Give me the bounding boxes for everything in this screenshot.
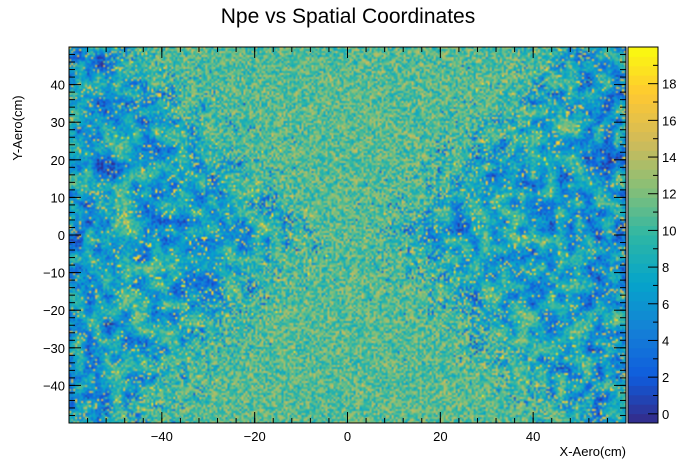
- z-tick-label: 2: [662, 370, 669, 385]
- colorbar-band: [628, 263, 658, 274]
- z-tick-label: 6: [662, 297, 669, 312]
- colorbar-band: [628, 329, 658, 339]
- colorbar-band: [628, 394, 658, 405]
- colorbar-band: [628, 75, 658, 86]
- colorbar-band: [628, 56, 658, 67]
- colorbar-band: [628, 169, 658, 180]
- z-tick-label: 10: [662, 223, 676, 238]
- y-tick-label: −40: [43, 378, 65, 393]
- y-tick-label: −20: [43, 303, 65, 318]
- colorbar-band: [628, 178, 658, 189]
- colorbar-band: [628, 112, 658, 123]
- colorbar-band: [628, 94, 658, 104]
- colorbar-band: [628, 338, 658, 349]
- y-tick-label: −30: [43, 341, 65, 356]
- colorbar-band: [628, 235, 658, 245]
- z-tick-label: 12: [662, 187, 676, 202]
- colorbar-band: [628, 122, 658, 133]
- y-tick-label: 0: [58, 228, 65, 243]
- colorbar-band: [628, 291, 658, 302]
- colorbar-band: [628, 206, 658, 217]
- x-tick-label: −40: [151, 429, 173, 444]
- y-tick-label: 30: [51, 115, 65, 130]
- colorbar-band: [628, 272, 658, 283]
- y-axis: −40 −30 −20 −10 0 10 20 30 40: [43, 46, 626, 416]
- z-tick-label: 16: [662, 113, 676, 128]
- colorbar: 0 2 4 6 8 10 12 14 16 18: [627, 46, 676, 424]
- z-tick-label: 0: [662, 407, 669, 422]
- colorbar-band: [628, 357, 658, 368]
- colorbar-band: [628, 347, 658, 358]
- y-axis-title: Y-Aero(cm): [10, 95, 25, 160]
- y-tick-label: 20: [51, 153, 65, 168]
- colorbar-band: [628, 282, 658, 292]
- colorbar-band: [628, 310, 658, 321]
- colorbar-band: [628, 131, 658, 142]
- colorbar-band: [628, 159, 658, 170]
- colorbar-band: [628, 103, 658, 114]
- colorbar-band: [628, 404, 658, 415]
- y-tick-label: −10: [43, 266, 65, 281]
- y-tick-label: 10: [51, 190, 65, 205]
- colorbar-frame: [627, 46, 659, 424]
- colorbar-band: [628, 47, 658, 57]
- colorbar-band: [628, 385, 658, 396]
- z-tick-label: 18: [662, 77, 676, 92]
- x-tick-label: 20: [433, 429, 447, 444]
- plot-area: [68, 46, 627, 424]
- colorbar-band: [628, 197, 658, 208]
- colorbar-ticks: 0 2 4 6 8 10 12 14 16 18: [648, 64, 676, 422]
- x-axis: −40 −20 0 20 40: [68, 47, 627, 444]
- colorbar-band: [628, 216, 658, 227]
- x-tick-label: −20: [244, 429, 266, 444]
- x-axis-title: X-Aero(cm): [560, 444, 626, 459]
- colorbar-band: [628, 366, 658, 377]
- colorbar-band: [628, 188, 658, 198]
- colorbar-band: [628, 319, 658, 330]
- colorbar-band: [628, 253, 658, 264]
- colorbar-band: [628, 141, 658, 151]
- colorbar-band: [628, 150, 658, 161]
- chart-title: Npe vs Spatial Coordinates: [221, 5, 475, 28]
- colorbar-band: [628, 84, 658, 95]
- x-tick-label: 40: [526, 429, 540, 444]
- y-tick-label: 40: [51, 78, 65, 93]
- z-tick-label: 8: [662, 260, 669, 275]
- colorbar-band: [628, 225, 658, 236]
- z-tick-label: 4: [662, 333, 669, 348]
- colorbar-band: [628, 413, 658, 424]
- x-tick-label: 0: [344, 429, 351, 444]
- colorbar-band: [628, 300, 658, 311]
- colorbar-band: [628, 65, 658, 76]
- colorbar-band: [628, 244, 658, 255]
- z-tick-label: 14: [662, 150, 676, 165]
- colorbar-bands: [628, 47, 658, 424]
- colorbar-band: [628, 376, 658, 386]
- heatmap-image: [69, 47, 626, 423]
